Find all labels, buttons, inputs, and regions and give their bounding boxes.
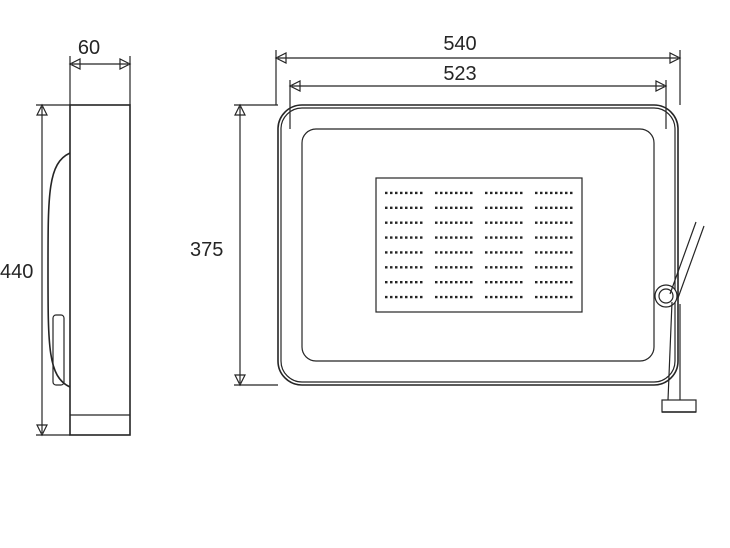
dim-inner-width-label: 523 xyxy=(443,63,476,85)
dim-side-height-label: 440 xyxy=(0,261,33,283)
dim-front-height xyxy=(234,105,278,385)
front-view xyxy=(278,105,704,412)
dim-side-height xyxy=(36,105,70,435)
dim-front-width-label: 540 xyxy=(443,33,476,55)
dim-front-height-label: 375 xyxy=(190,239,223,261)
side-view xyxy=(48,105,130,435)
dim-depth xyxy=(70,56,130,105)
dim-depth-label: 60 xyxy=(78,37,100,59)
